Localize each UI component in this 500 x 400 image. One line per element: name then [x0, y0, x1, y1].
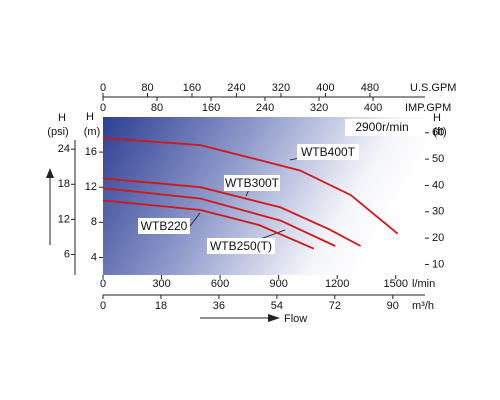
flow-label: Flow: [284, 313, 307, 325]
x-tick-label: 0: [100, 300, 106, 312]
y-tick-label: 24: [58, 143, 70, 155]
series-label-box: [207, 238, 275, 254]
y-tick-label: 4: [91, 251, 97, 263]
y-axis-label: H: [58, 112, 66, 124]
x-tick-label: 900: [269, 278, 287, 290]
x-tick-label: 0: [100, 82, 106, 94]
y-tick-label: 16: [85, 146, 97, 158]
y-tick-label: 8: [91, 216, 97, 228]
series-label-box: [138, 218, 190, 234]
x-tick-label: 54: [271, 300, 283, 312]
y-tick-label: 40: [432, 179, 444, 191]
series-label-box: [297, 144, 359, 160]
curve: [102, 177, 362, 247]
leader-line: [189, 212, 201, 227]
y-tick-label: 20: [432, 232, 444, 244]
x-tick-label: 160: [202, 102, 220, 114]
y-tick-label: 12: [85, 181, 97, 193]
x-tick-label: 480: [361, 82, 379, 94]
x-tick-label: 320: [272, 82, 290, 94]
y-tick-label: 12: [58, 213, 70, 225]
x-tick-label: 160: [183, 82, 201, 94]
y-tick-label: 6: [64, 248, 70, 260]
x-tick-label: 0: [100, 278, 106, 290]
flow-arrow-head: [268, 314, 280, 322]
series-label: WTB250(T): [210, 239, 272, 253]
head-arrow-head: [46, 168, 54, 178]
y-axis-unit: (m): [84, 126, 101, 138]
x-axis-label: m³/h: [412, 300, 434, 312]
x-tick-label: 240: [227, 82, 245, 94]
x-axis-label: U.S.GPM: [410, 82, 456, 94]
y-tick-label: 30: [432, 206, 444, 218]
y-axis-unit: (psi): [47, 126, 68, 138]
curve: [102, 199, 315, 250]
x-tick-label: 600: [211, 278, 229, 290]
x-tick-label: 1200: [325, 278, 349, 290]
series-label-box: [224, 175, 280, 191]
x-axis-label: l/min: [412, 278, 435, 290]
x-tick-label: 320: [310, 102, 328, 114]
y-tick-label: 60: [432, 127, 444, 139]
y-tick-label: 18: [58, 178, 70, 190]
speed-label: 2900r/min: [355, 120, 408, 134]
x-tick-label: 72: [329, 300, 341, 312]
x-tick-label: 18: [155, 300, 167, 312]
x-tick-label: 240: [256, 102, 274, 114]
x-tick-label: 0: [100, 102, 106, 114]
y-axis-unit: (ft): [433, 126, 446, 138]
y-tick-label: 10: [432, 258, 444, 270]
series-label: WTB220: [141, 219, 188, 233]
x-tick-label: 80: [141, 82, 153, 94]
x-tick-label: 300: [152, 278, 170, 290]
x-tick-label: 36: [213, 300, 225, 312]
curve: [102, 187, 336, 247]
x-tick-label: 1500: [383, 278, 407, 290]
series-label: WTB300T: [225, 176, 280, 190]
x-tick-label: 80: [151, 102, 163, 114]
x-tick-label: 400: [364, 102, 382, 114]
curve: [102, 137, 399, 235]
x-tick-label: 400: [316, 82, 334, 94]
y-tick-label: 50: [432, 153, 444, 165]
y-axis-label: H: [433, 112, 441, 124]
y-axis-label: H: [86, 111, 94, 123]
series-label: WTB400T: [301, 145, 356, 159]
x-axis-label: IMP.GPM: [405, 102, 451, 114]
x-tick-label: 90: [387, 300, 399, 312]
speed-box: [345, 119, 425, 136]
